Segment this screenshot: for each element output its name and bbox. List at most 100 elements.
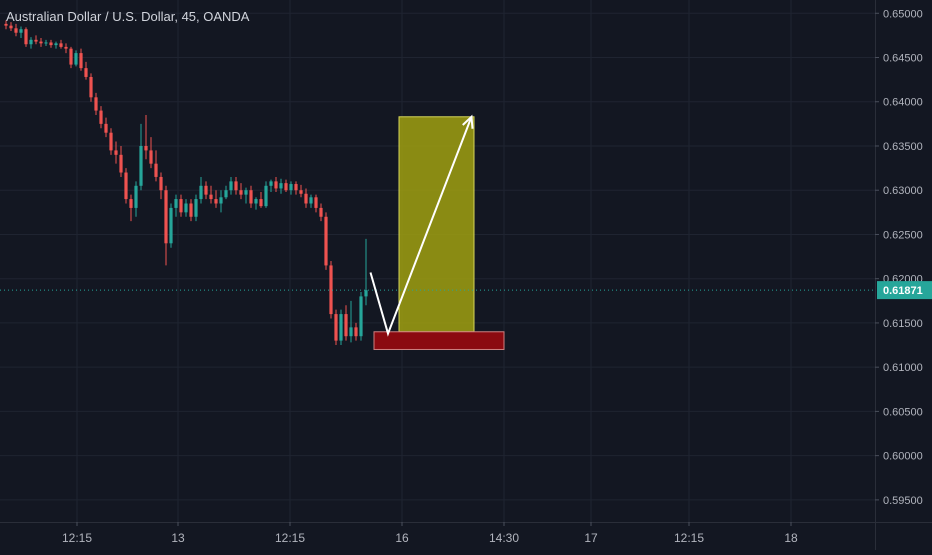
candle[interactable] <box>124 168 128 204</box>
stop-zone[interactable] <box>373 331 505 350</box>
candle[interactable] <box>289 181 293 195</box>
candle-body <box>259 199 263 207</box>
candle[interactable] <box>79 48 83 71</box>
candle[interactable] <box>359 291 363 341</box>
candle[interactable] <box>294 181 298 195</box>
candle[interactable] <box>24 27 28 47</box>
candle[interactable] <box>104 117 108 138</box>
candle[interactable] <box>199 176 203 204</box>
candle-body <box>154 163 158 177</box>
candle[interactable] <box>314 194 318 213</box>
candle[interactable] <box>149 137 153 169</box>
candle[interactable] <box>324 212 328 270</box>
candle[interactable] <box>29 37 33 49</box>
candle[interactable] <box>284 179 288 192</box>
candle[interactable] <box>49 39 53 48</box>
candle[interactable] <box>89 73 93 102</box>
candle[interactable] <box>189 199 193 222</box>
candle-body <box>264 185 268 207</box>
candle[interactable] <box>259 191 263 208</box>
candle[interactable] <box>54 41 58 49</box>
candle[interactable] <box>254 197 258 210</box>
time-tick-label: 14:30 <box>489 531 519 545</box>
candle[interactable] <box>179 194 183 217</box>
candle[interactable] <box>174 194 178 217</box>
candle[interactable] <box>9 22 13 31</box>
price-tick-label: 0.65000 <box>883 8 923 20</box>
candle[interactable] <box>94 92 98 116</box>
candle[interactable] <box>69 46 73 69</box>
target-zone[interactable] <box>398 116 475 333</box>
candle[interactable] <box>244 187 248 204</box>
time-tick-label: 12:15 <box>275 531 305 545</box>
price-tick-label: 0.63000 <box>883 185 923 197</box>
candle[interactable] <box>34 35 38 45</box>
candle[interactable] <box>339 309 343 346</box>
price-axis[interactable]: 0.65000 0.64500 0.64000 0.63500 0.63000 0.625… <box>875 8 923 507</box>
candle[interactable] <box>329 261 333 319</box>
candle[interactable] <box>349 300 353 343</box>
candle[interactable] <box>144 115 148 160</box>
candle[interactable] <box>169 203 173 248</box>
candle[interactable] <box>99 106 103 129</box>
candle-body <box>114 150 118 155</box>
candle[interactable] <box>334 309 338 346</box>
candle[interactable] <box>119 145 123 177</box>
candle[interactable] <box>354 322 358 341</box>
candle[interactable] <box>134 181 138 217</box>
candle[interactable] <box>129 194 133 222</box>
candle[interactable] <box>109 128 113 155</box>
candle[interactable] <box>209 185 213 204</box>
candle[interactable] <box>64 43 68 54</box>
candle[interactable] <box>249 185 253 208</box>
candle-body <box>174 199 178 208</box>
candle[interactable] <box>139 123 143 191</box>
price-tick-label: 0.61000 <box>883 362 923 374</box>
projection-arrow[interactable] <box>369 116 473 337</box>
candle[interactable] <box>14 23 18 37</box>
candle[interactable] <box>299 184 303 198</box>
candle[interactable] <box>204 181 208 200</box>
candle[interactable] <box>154 150 158 182</box>
candle-body <box>49 42 53 46</box>
candle[interactable] <box>159 172 163 200</box>
candle[interactable] <box>164 185 168 266</box>
candle[interactable] <box>4 20 8 30</box>
candle-body <box>39 41 43 44</box>
candle[interactable] <box>264 181 268 208</box>
candle[interactable] <box>234 176 238 195</box>
candle[interactable] <box>224 185 228 200</box>
candle[interactable] <box>279 178 283 194</box>
time-tick-label: 17 <box>584 531 598 545</box>
candle[interactable] <box>39 38 43 47</box>
candle-body <box>79 53 83 69</box>
candle-body <box>324 216 328 266</box>
candle[interactable] <box>344 305 348 341</box>
candle[interactable] <box>214 190 218 208</box>
candle[interactable] <box>19 26 23 39</box>
candle[interactable] <box>219 190 223 213</box>
candle[interactable] <box>84 61 88 80</box>
candle[interactable] <box>229 176 233 195</box>
candle[interactable] <box>59 39 63 49</box>
candle[interactable] <box>114 141 118 164</box>
price-tick-label: 0.64000 <box>883 97 923 109</box>
candle[interactable] <box>239 183 243 200</box>
price-tick-label: 0.60000 <box>883 451 923 463</box>
candle[interactable] <box>44 39 48 47</box>
candle-body <box>9 25 13 29</box>
time-axis[interactable]: 12:15 13 12:15 16 14:30 17 12:15 18 <box>62 522 798 545</box>
candle[interactable] <box>319 203 323 222</box>
candle[interactable] <box>194 194 198 222</box>
candle[interactable] <box>184 199 188 217</box>
candle[interactable] <box>304 188 308 208</box>
candle-body <box>284 183 288 191</box>
candle[interactable] <box>309 194 313 208</box>
candle[interactable] <box>74 50 78 67</box>
candle[interactable] <box>274 176 278 192</box>
candle[interactable] <box>269 179 273 192</box>
candle[interactable] <box>364 238 368 306</box>
zones-layer <box>373 116 505 350</box>
